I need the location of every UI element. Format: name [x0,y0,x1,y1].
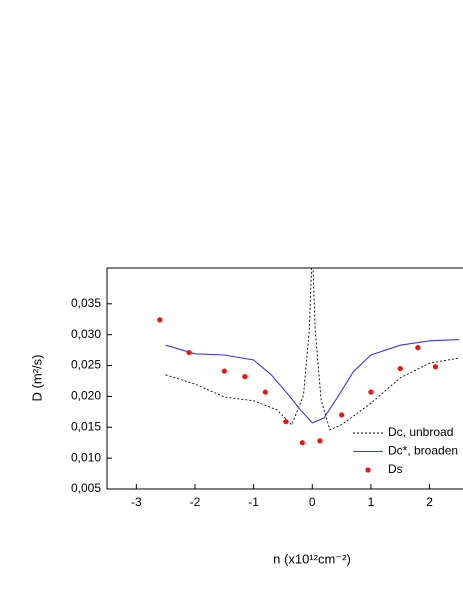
x-axis-label: n (x10¹²cm⁻²) [273,551,351,566]
legend-label: Ds [388,462,403,476]
data-point [242,374,248,380]
legend-label: Dc, unbroad [388,425,453,439]
y-tick-label: 0,030 [71,327,101,341]
plot-area [157,268,459,446]
x-tick-label: 1 [368,495,375,509]
x-tick-label: -3 [131,495,142,509]
data-line [165,339,459,424]
y-tick-label: 0,035 [71,296,101,310]
data-line [165,268,459,431]
legend-marker [365,467,371,473]
x-tick-label: 0 [309,495,316,509]
data-point [299,440,305,446]
data-point [432,364,439,370]
data-point [221,368,227,374]
y-tick-label: 0,010 [71,450,101,464]
y-tick-label: 0,015 [71,419,101,433]
legend-label: Dc*, broaden [388,444,458,458]
data-point [157,317,163,323]
x-tick-label: 2 [426,495,433,509]
data-point [262,389,268,395]
data-point [317,438,323,444]
y-axis-label: D (m²/s) [29,355,44,402]
data-point [397,366,403,372]
data-point [338,412,345,418]
x-tick-label: -2 [190,495,201,509]
data-point [368,389,374,395]
x-tick-label: -1 [248,495,259,509]
y-tick-label: 0,005 [71,481,101,495]
y-tick-label: 0,020 [71,389,101,403]
data-point [415,345,421,351]
y-tick-label: 0,025 [71,358,101,372]
data-point [186,349,192,356]
data-point [283,419,289,425]
